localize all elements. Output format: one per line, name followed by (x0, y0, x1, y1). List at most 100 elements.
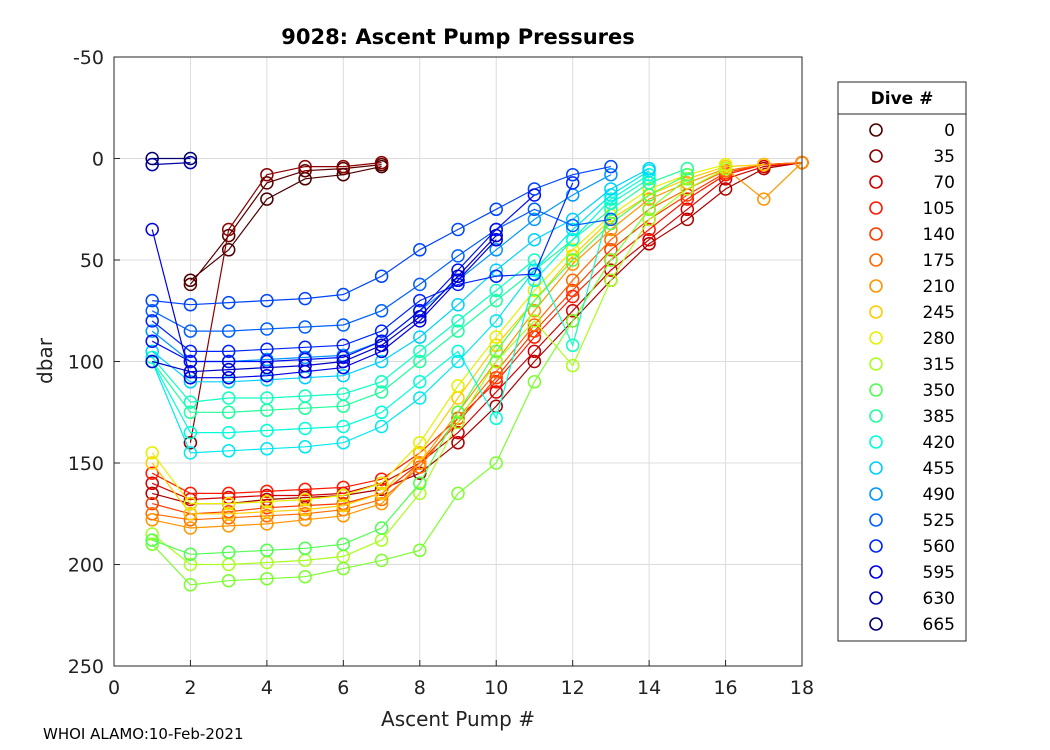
data-point (298, 492, 312, 507)
legend-marker (869, 305, 883, 319)
legend-marker (869, 591, 883, 605)
data-point (413, 435, 427, 450)
legend-label: 105 (923, 199, 955, 219)
data-point (145, 151, 159, 166)
data-point (565, 338, 580, 353)
data-point (298, 159, 312, 174)
series-330 (145, 172, 695, 592)
data-point (451, 249, 465, 263)
data-point (183, 405, 198, 420)
series-350 (145, 167, 695, 562)
legend-marker (869, 383, 883, 397)
legend-entry: 315 (869, 355, 955, 375)
series-line (151, 194, 535, 363)
data-point (413, 375, 427, 389)
data-point (298, 358, 312, 373)
x-tick-label: 8 (414, 677, 426, 699)
data-point (489, 228, 503, 243)
data-point (642, 161, 656, 176)
legend-entry: 525 (869, 511, 955, 531)
series-665 (145, 151, 198, 166)
data-point (374, 553, 389, 568)
data-point (221, 222, 236, 237)
legend-marker (869, 435, 883, 449)
data-point (489, 411, 503, 426)
data-point (527, 318, 542, 332)
data-point (336, 318, 351, 332)
legend-entry: 420 (869, 433, 955, 453)
legend-marker (869, 617, 883, 631)
data-point (221, 243, 236, 257)
data-point (260, 543, 274, 558)
data-point (145, 496, 159, 511)
data-point (604, 167, 618, 182)
data-point (413, 293, 427, 308)
data-point (336, 419, 351, 434)
data-point (489, 283, 503, 298)
data-point (757, 157, 771, 172)
data-point (298, 421, 312, 436)
axis-ticks: 0 2 4 6 8 10 12 14 16 18 -50 0 50 100 150 200 250 (68, 47, 814, 699)
data-point (489, 293, 503, 308)
data-point (260, 494, 274, 509)
data-point (565, 257, 580, 271)
y-axis-label: dbar (33, 337, 57, 384)
data-point (604, 243, 618, 257)
data-point (298, 502, 312, 517)
data-point (374, 496, 389, 511)
data-point (680, 182, 695, 196)
series-0 (183, 159, 389, 288)
legend-label: 210 (923, 277, 955, 297)
legend-entries: 0 35 70 105 140 175 210 245 280 315 350 385 420 455 49… (869, 121, 955, 635)
data-point (604, 212, 618, 227)
data-point (374, 476, 389, 491)
data-point (604, 192, 618, 206)
legend-label: 175 (923, 251, 955, 271)
legend-marker (869, 461, 883, 475)
data-point (145, 324, 159, 338)
data-point (145, 344, 159, 359)
data-point (451, 222, 465, 237)
series-595 (145, 222, 503, 385)
data-point (183, 557, 198, 572)
data-point (260, 442, 274, 456)
series-line (151, 168, 726, 566)
data-point (298, 541, 312, 556)
legend-entry: 560 (869, 537, 955, 557)
y-tick-label: 50 (80, 250, 104, 272)
data-point (527, 283, 542, 298)
y-tick-label: 100 (68, 352, 104, 374)
legend-marker (869, 409, 883, 423)
data-point (565, 218, 580, 233)
data-point (565, 243, 580, 257)
data-point (221, 391, 236, 405)
data-point (374, 405, 389, 420)
data-point (221, 573, 236, 588)
data-point (221, 324, 236, 338)
data-point (221, 344, 236, 359)
series-line (151, 168, 688, 413)
data-point (642, 232, 656, 247)
data-point (145, 476, 159, 491)
data-point (451, 324, 465, 338)
series-line (151, 178, 688, 586)
data-point (221, 370, 236, 385)
legend-label: 0 (944, 121, 955, 141)
legend-entry: 245 (869, 303, 955, 323)
legend-marker (869, 279, 883, 293)
y-tick-label: -50 (73, 47, 104, 69)
data-point (413, 476, 427, 491)
data-point (527, 232, 542, 247)
data-point (145, 456, 159, 470)
y-tick-label: 200 (68, 555, 104, 577)
data-point (604, 273, 618, 288)
data-point (527, 188, 542, 202)
data-point (489, 222, 503, 237)
data-point (374, 486, 389, 501)
legend-marker (869, 513, 883, 527)
data-point (374, 338, 389, 353)
legend-marker (869, 357, 883, 371)
series-layer (145, 151, 809, 592)
data-point (374, 304, 389, 318)
data-point (183, 521, 198, 535)
